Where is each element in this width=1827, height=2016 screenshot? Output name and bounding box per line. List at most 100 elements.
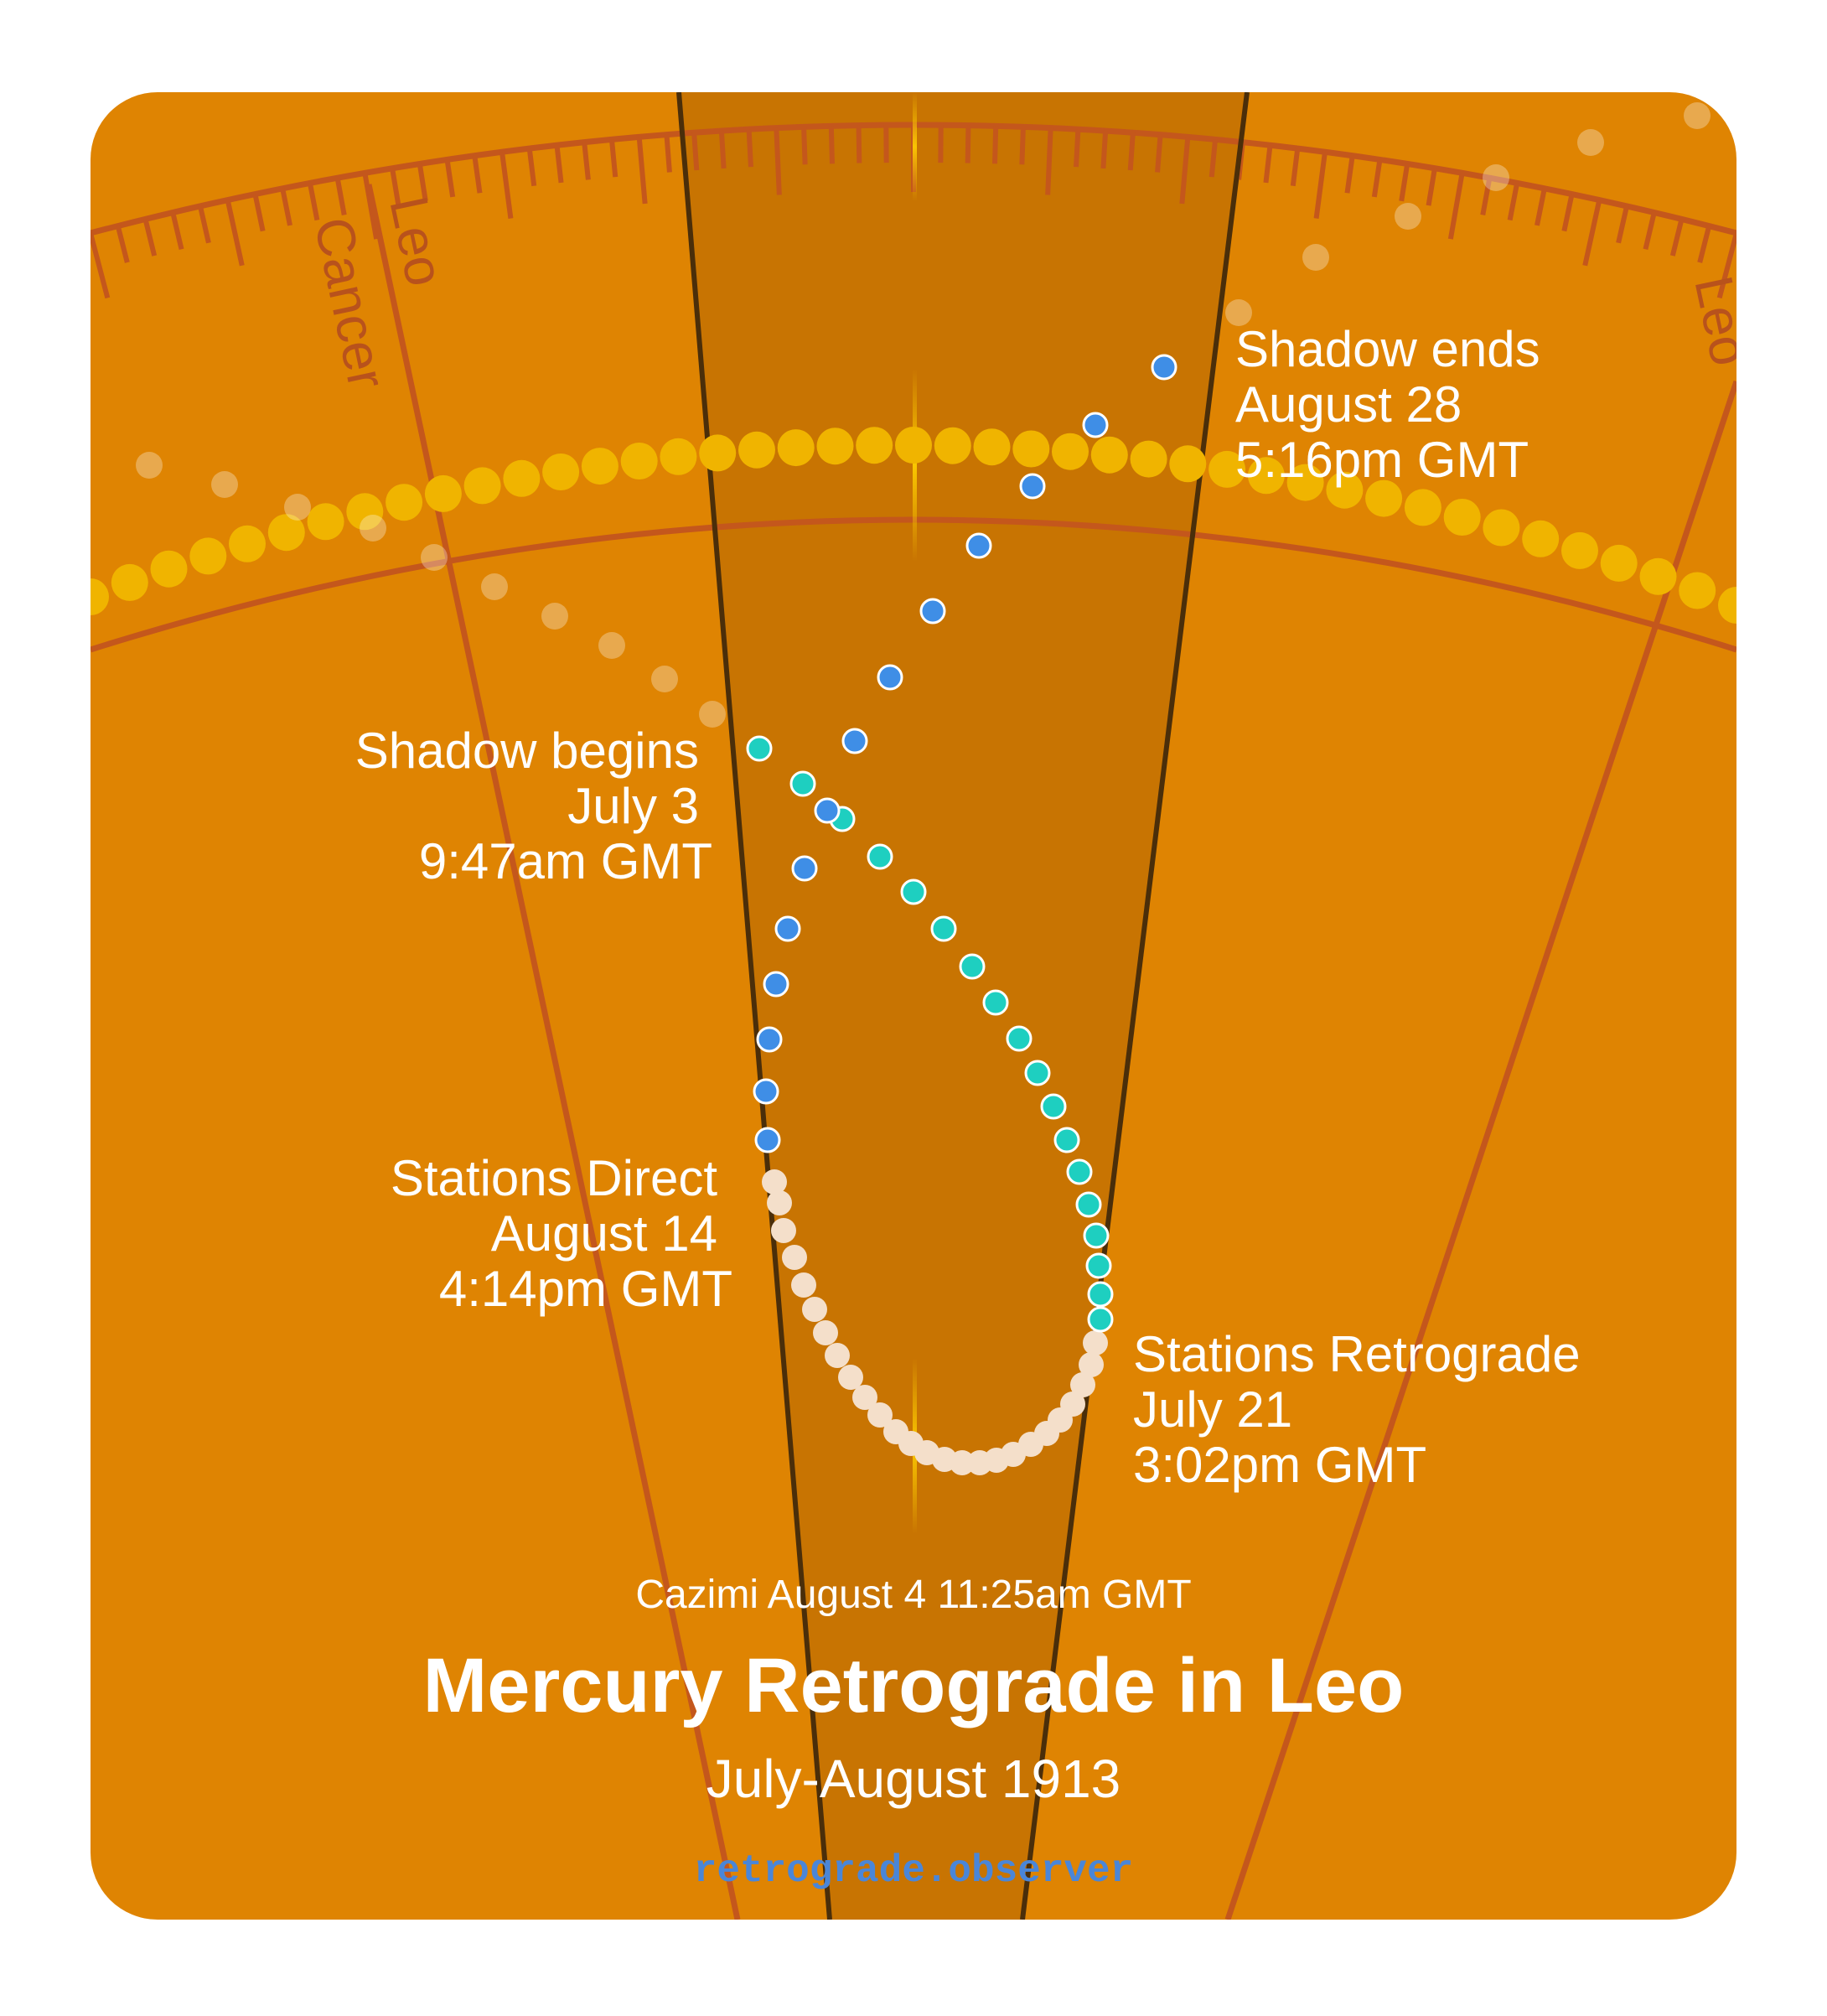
sun-dot (1131, 441, 1167, 478)
sun-dot (72, 578, 109, 615)
degree-tick (1076, 129, 1078, 167)
faint-dot (211, 471, 238, 498)
mercury-dot-pre-shadow (1087, 1254, 1110, 1277)
sun-dot (386, 484, 422, 521)
mercury-dot-pre-shadow (1089, 1308, 1112, 1331)
sun-dot (1679, 573, 1716, 609)
mercury-dot-post-shadow (921, 599, 945, 623)
mercury-dot-retrograde (838, 1365, 863, 1390)
mercury-dot-pre-shadow (1042, 1095, 1065, 1118)
cazimi-label: Cazimi August 4 11:25am GMT (635, 1573, 1191, 1617)
sun-dot (974, 428, 1011, 465)
sun-dot (1052, 433, 1089, 470)
sun-dot (1601, 545, 1638, 582)
sun-dot (1169, 445, 1206, 482)
sun-dot (229, 526, 266, 562)
mercury-dot-pre-shadow (1084, 1224, 1108, 1247)
sun-dot (1561, 532, 1598, 569)
faint-dot (651, 666, 678, 692)
sun-dot (1640, 558, 1677, 595)
site-link[interactable]: retrograde.observer (694, 1849, 1134, 1893)
sun-dot (738, 432, 775, 469)
shadow-ends-date: August 28 (1235, 376, 1462, 433)
mercury-dot-retrograde (771, 1218, 796, 1243)
faint-dot (136, 452, 163, 479)
mercury-dot-pre-shadow (868, 845, 892, 868)
faint-dot (1577, 129, 1604, 156)
mercury-dot-pre-shadow (791, 772, 815, 796)
degree-tick (1048, 128, 1050, 195)
sun-dot (660, 438, 696, 475)
degree-tick (776, 128, 779, 195)
degree-tick (804, 127, 805, 164)
sun-dot (895, 427, 932, 464)
mercury-dot-retrograde (782, 1245, 807, 1270)
stations-direct-time: 4:14pm GMT (439, 1261, 732, 1317)
degree-tick (722, 131, 724, 168)
faint-dot (541, 603, 568, 630)
sun-dot (934, 428, 971, 464)
mercury-dot-post-shadow (878, 666, 902, 689)
mercury-dot-pre-shadow (902, 880, 925, 904)
sun-dot (1405, 489, 1441, 526)
chart-title: Mercury Retrograde in Leo (423, 1643, 1405, 1728)
mercury-dot-post-shadow (967, 534, 991, 557)
degree-tick (749, 129, 751, 167)
mercury-dot-retrograde (767, 1190, 792, 1215)
mercury-dot-pre-shadow (984, 991, 1007, 1014)
faint-dot (360, 515, 386, 542)
chart-subtitle: July-August 1913 (706, 1749, 1121, 1809)
sun-dot (464, 467, 501, 504)
sun-dot (1522, 521, 1559, 557)
degree-tick (1022, 127, 1023, 164)
shadow-begins-date: July 3 (567, 778, 699, 834)
stations-retrograde-date: July 21 (1133, 1381, 1292, 1438)
degree-tick (1157, 135, 1161, 173)
degree-tick (859, 126, 860, 163)
mercury-dot-post-shadow (756, 1128, 779, 1152)
mercury-dot-pre-shadow (748, 737, 771, 760)
sun-dot (503, 460, 540, 497)
mercury-dot-pre-shadow (1055, 1128, 1079, 1152)
mercury-dot-post-shadow (793, 857, 816, 880)
stations-retrograde-title: Stations Retrograde (1133, 1326, 1581, 1382)
sun-dot (817, 428, 854, 464)
sun-dot (1483, 510, 1519, 547)
mercury-dot-pre-shadow (932, 917, 955, 941)
faint-dot (1302, 244, 1329, 271)
degree-tick (995, 126, 996, 163)
mercury-dot-retrograde (813, 1320, 838, 1345)
shadow-ends-title: Shadow ends (1235, 321, 1540, 377)
mercury-dot-retrograde (802, 1297, 827, 1322)
mercury-dot-post-shadow (1021, 474, 1044, 498)
sun-dot (1091, 437, 1128, 474)
faint-dot (421, 544, 448, 571)
mercury-dot-post-shadow (776, 917, 800, 941)
sun-dot (1718, 587, 1755, 624)
sun-dot (151, 551, 188, 588)
sun-dot (582, 448, 618, 485)
mercury-dot-pre-shadow (1077, 1193, 1100, 1216)
faint-dot (1395, 203, 1421, 230)
stations-direct-date: August 14 (491, 1205, 717, 1262)
stations-direct-title: Stations Direct (391, 1150, 717, 1206)
faint-dot (284, 494, 311, 521)
sun-dot (308, 503, 344, 540)
cazimi-ray-top (913, 92, 917, 201)
mercury-dot-post-shadow (843, 729, 867, 753)
mercury-dot-post-shadow (758, 1028, 781, 1051)
mercury-dot-retrograde (762, 1169, 787, 1195)
mercury-dot-retrograde (825, 1343, 850, 1368)
degree-tick (694, 132, 696, 170)
degree-tick (831, 126, 832, 163)
mercury-dot-pre-shadow (1026, 1061, 1049, 1085)
mercury-dot-post-shadow (1152, 355, 1176, 379)
mercury-dot-pre-shadow (1068, 1160, 1091, 1184)
faint-dot (598, 632, 625, 659)
mercury-dot-pre-shadow (960, 955, 984, 978)
sun-dot (621, 443, 658, 479)
shadow-begins-title: Shadow begins (355, 723, 699, 779)
faint-dot (699, 701, 726, 728)
